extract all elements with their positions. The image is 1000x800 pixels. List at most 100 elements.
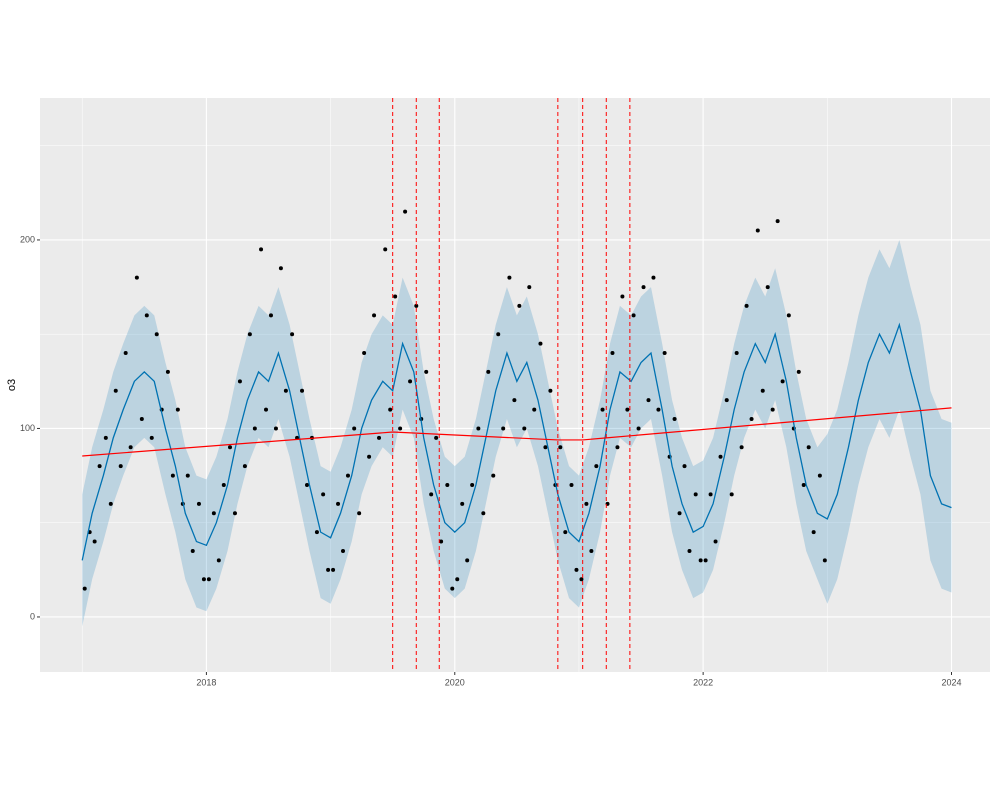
data-point	[708, 492, 713, 497]
data-point	[264, 407, 269, 412]
data-point	[216, 558, 221, 563]
data-point	[341, 548, 346, 553]
data-point	[465, 558, 470, 563]
data-point	[144, 313, 149, 318]
data-point	[543, 445, 548, 450]
data-point	[154, 332, 159, 337]
data-point	[165, 369, 170, 374]
data-point	[128, 445, 133, 450]
data-point	[211, 511, 216, 516]
data-point	[682, 464, 687, 469]
data-point	[558, 445, 563, 450]
data-point	[185, 473, 190, 478]
data-point	[672, 417, 677, 422]
data-point	[755, 228, 760, 233]
data-point	[259, 247, 264, 252]
data-point	[703, 558, 708, 563]
data-point	[134, 275, 139, 280]
data-point	[345, 473, 350, 478]
data-point	[170, 473, 175, 478]
data-point	[429, 492, 434, 497]
data-point	[470, 483, 475, 488]
data-point	[698, 558, 703, 563]
data-point	[744, 303, 749, 308]
data-point	[398, 426, 403, 431]
data-point	[460, 501, 465, 506]
data-point	[92, 539, 97, 544]
data-point	[713, 539, 718, 544]
x-tick-label: 2018	[196, 677, 216, 687]
data-point	[103, 435, 108, 440]
data-point	[651, 275, 656, 280]
data-point	[589, 548, 594, 553]
trend-line	[82, 407, 952, 457]
data-point	[290, 332, 295, 337]
data-point	[486, 369, 491, 374]
x-tick-label: 2024	[941, 677, 961, 687]
data-point	[450, 586, 455, 591]
data-point	[594, 464, 599, 469]
data-point	[367, 454, 372, 459]
data-point	[579, 577, 584, 582]
data-point	[97, 464, 102, 469]
data-point	[765, 285, 770, 290]
data-point	[780, 379, 785, 384]
data-point	[237, 379, 242, 384]
data-point	[82, 586, 87, 591]
data-point	[517, 303, 522, 308]
data-point	[822, 558, 827, 563]
data-point	[532, 407, 537, 412]
data-point	[175, 407, 180, 412]
data-point	[734, 351, 739, 356]
data-point	[641, 285, 646, 290]
data-point	[388, 407, 393, 412]
data-point	[314, 530, 319, 535]
grid	[40, 98, 990, 672]
data-point	[538, 341, 543, 346]
data-point	[190, 548, 195, 553]
data-point	[300, 388, 305, 393]
data-point	[403, 209, 408, 214]
data-point	[196, 501, 201, 506]
data-point	[445, 483, 450, 488]
forecast-line	[81, 322, 952, 561]
data-point	[221, 483, 226, 488]
data-point	[718, 454, 723, 459]
data-point	[806, 445, 811, 450]
data-point	[491, 473, 496, 478]
data-point	[496, 332, 501, 337]
data-point	[232, 511, 237, 516]
data-point	[563, 530, 568, 535]
data-point	[527, 285, 532, 290]
data-point	[362, 351, 367, 356]
data-point	[584, 501, 589, 506]
data-point	[548, 388, 553, 393]
data-point	[786, 313, 791, 318]
x-tick-label: 2022	[693, 677, 713, 687]
data-point	[796, 369, 801, 374]
data-point	[149, 435, 154, 440]
data-point	[424, 369, 429, 374]
data-point	[662, 351, 667, 356]
data-point	[677, 511, 682, 516]
y-tick-label: 100	[20, 423, 35, 433]
axes: 2018 2020 2022 2024 0 100 200	[20, 234, 962, 687]
data-point	[501, 426, 506, 431]
data-point	[656, 407, 661, 412]
x-tick-label: 2020	[445, 677, 465, 687]
data-point	[817, 473, 822, 478]
data-point	[610, 351, 615, 356]
data-point	[113, 388, 118, 393]
data-point	[724, 398, 729, 403]
data-point	[434, 435, 439, 440]
data-point	[687, 548, 692, 553]
data-point	[123, 351, 128, 356]
data-point	[372, 313, 377, 318]
y-axis-label: o3	[6, 379, 18, 391]
uncertainty-band	[82, 239, 952, 627]
data-point	[600, 407, 605, 412]
data-point	[507, 275, 512, 280]
data-point	[352, 426, 357, 431]
data-point	[739, 445, 744, 450]
